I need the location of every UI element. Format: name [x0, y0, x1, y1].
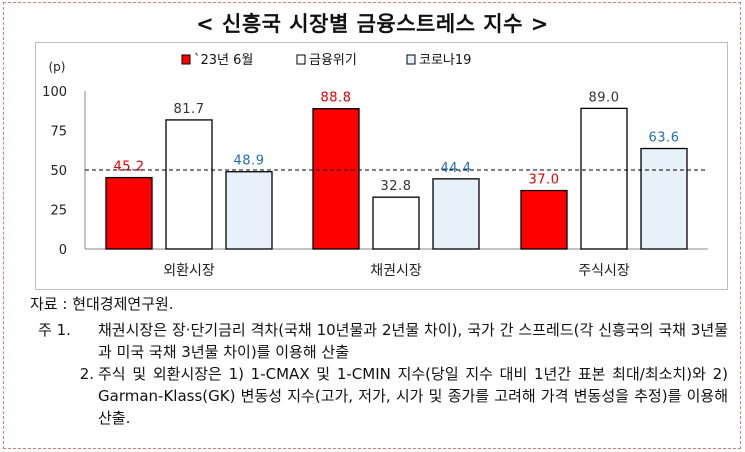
bar-0-0 [105, 176, 153, 250]
footnote-2: 2. 주식 및 외환시장은 1) 1-CMAX 및 1-CMIN 지수(당일 지… [38, 363, 728, 429]
bar-2-2 [640, 147, 688, 250]
category-label-0: 외환시장 [163, 263, 215, 279]
y-unit-label: (p) [49, 60, 66, 74]
legend-swatch-1 [296, 54, 306, 65]
y-tick-label-4: 100 [42, 85, 67, 100]
bar-value-label-0-2: 48.9 [234, 154, 265, 169]
y-tick-label-1: 25 [50, 204, 67, 219]
bar-1-0 [312, 108, 360, 250]
bar-value-label-1-0: 88.8 [321, 91, 352, 106]
footnote-2-lead: 2. [79, 365, 94, 383]
bar-0-2 [225, 171, 273, 250]
bar-1-1 [372, 196, 420, 250]
bar-value-label-2-0: 37.0 [529, 173, 560, 188]
legend-swatch-2 [406, 54, 416, 65]
legend-label-2: 코로나19 [419, 53, 471, 68]
legend-label-1: 금융위기 [309, 53, 357, 68]
y-tick-label-2: 50 [50, 164, 67, 179]
figure-frame [3, 2, 741, 449]
bar-value-label-2-1: 89.0 [589, 90, 620, 105]
y-tick-label-3: 75 [50, 125, 67, 140]
bar-1-2 [432, 178, 480, 250]
y-tick-label-0: 0 [59, 243, 67, 258]
legend-label-0: `23년 6월 [194, 53, 253, 68]
bar-value-label-1-2: 44.4 [441, 161, 472, 176]
footnote-1-lead: 주 1. [38, 321, 71, 339]
category-label-1: 채권시장 [370, 263, 422, 279]
footnote-1: 주 1. 채권시장은 장·단기금리 격차(국채 10년물과 2년물 차이), 국… [38, 319, 728, 363]
bar-chart: (p) 0 25 50 75 100 `23년 6월 금융위기 코로나19 45.2 81.7 48.… [42, 53, 708, 279]
bar-2-1 [580, 107, 628, 250]
source-note: 자료 : 현대경제연구원. [30, 295, 174, 313]
category-label-2: 주식시장 [578, 263, 630, 279]
bar-value-label-0-1: 81.7 [174, 102, 205, 117]
bar-0-1 [165, 119, 213, 250]
footnote-1-text: 채권시장은 장·단기금리 격차(국채 10년물과 2년물 차이), 국가 간 스… [98, 321, 728, 361]
legend-swatch-0 [181, 54, 191, 65]
bar-value-label-2-2: 63.6 [649, 131, 680, 146]
footnotes: 주 1. 채권시장은 장·단기금리 격차(국채 10년물과 2년물 차이), 국… [38, 319, 728, 429]
plot-area-border [35, 42, 728, 290]
footnote-2-text: 주식 및 외환시장은 1) 1-CMAX 및 1-CMIN 지수(당일 지수 대… [98, 365, 728, 427]
chart-title: < 신흥국 시장별 금융스트레스 지수 > [196, 12, 549, 36]
bar-2-0 [520, 189, 568, 250]
bar-value-label-0-0: 45.2 [114, 160, 145, 175]
bar-value-label-1-1: 32.8 [381, 179, 412, 194]
